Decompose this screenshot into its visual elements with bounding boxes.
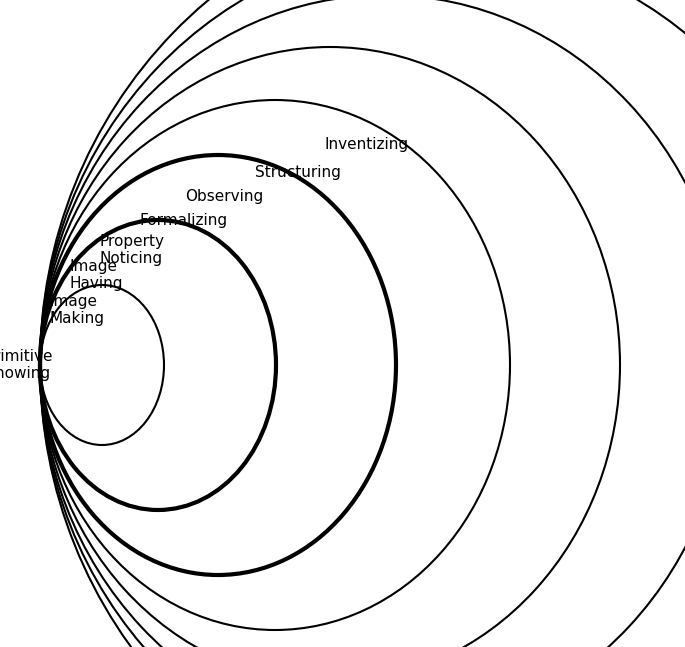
Text: Primitive
Knowing: Primitive Knowing <box>0 349 53 381</box>
Text: Formalizing: Formalizing <box>140 212 228 228</box>
Text: Image
Making: Image Making <box>50 294 105 326</box>
Text: Structuring: Structuring <box>255 166 341 181</box>
Text: Property
Noticing: Property Noticing <box>100 234 165 266</box>
Text: Inventizing: Inventizing <box>325 138 409 153</box>
Text: Observing: Observing <box>185 190 263 204</box>
Text: Image
Having: Image Having <box>70 259 123 291</box>
